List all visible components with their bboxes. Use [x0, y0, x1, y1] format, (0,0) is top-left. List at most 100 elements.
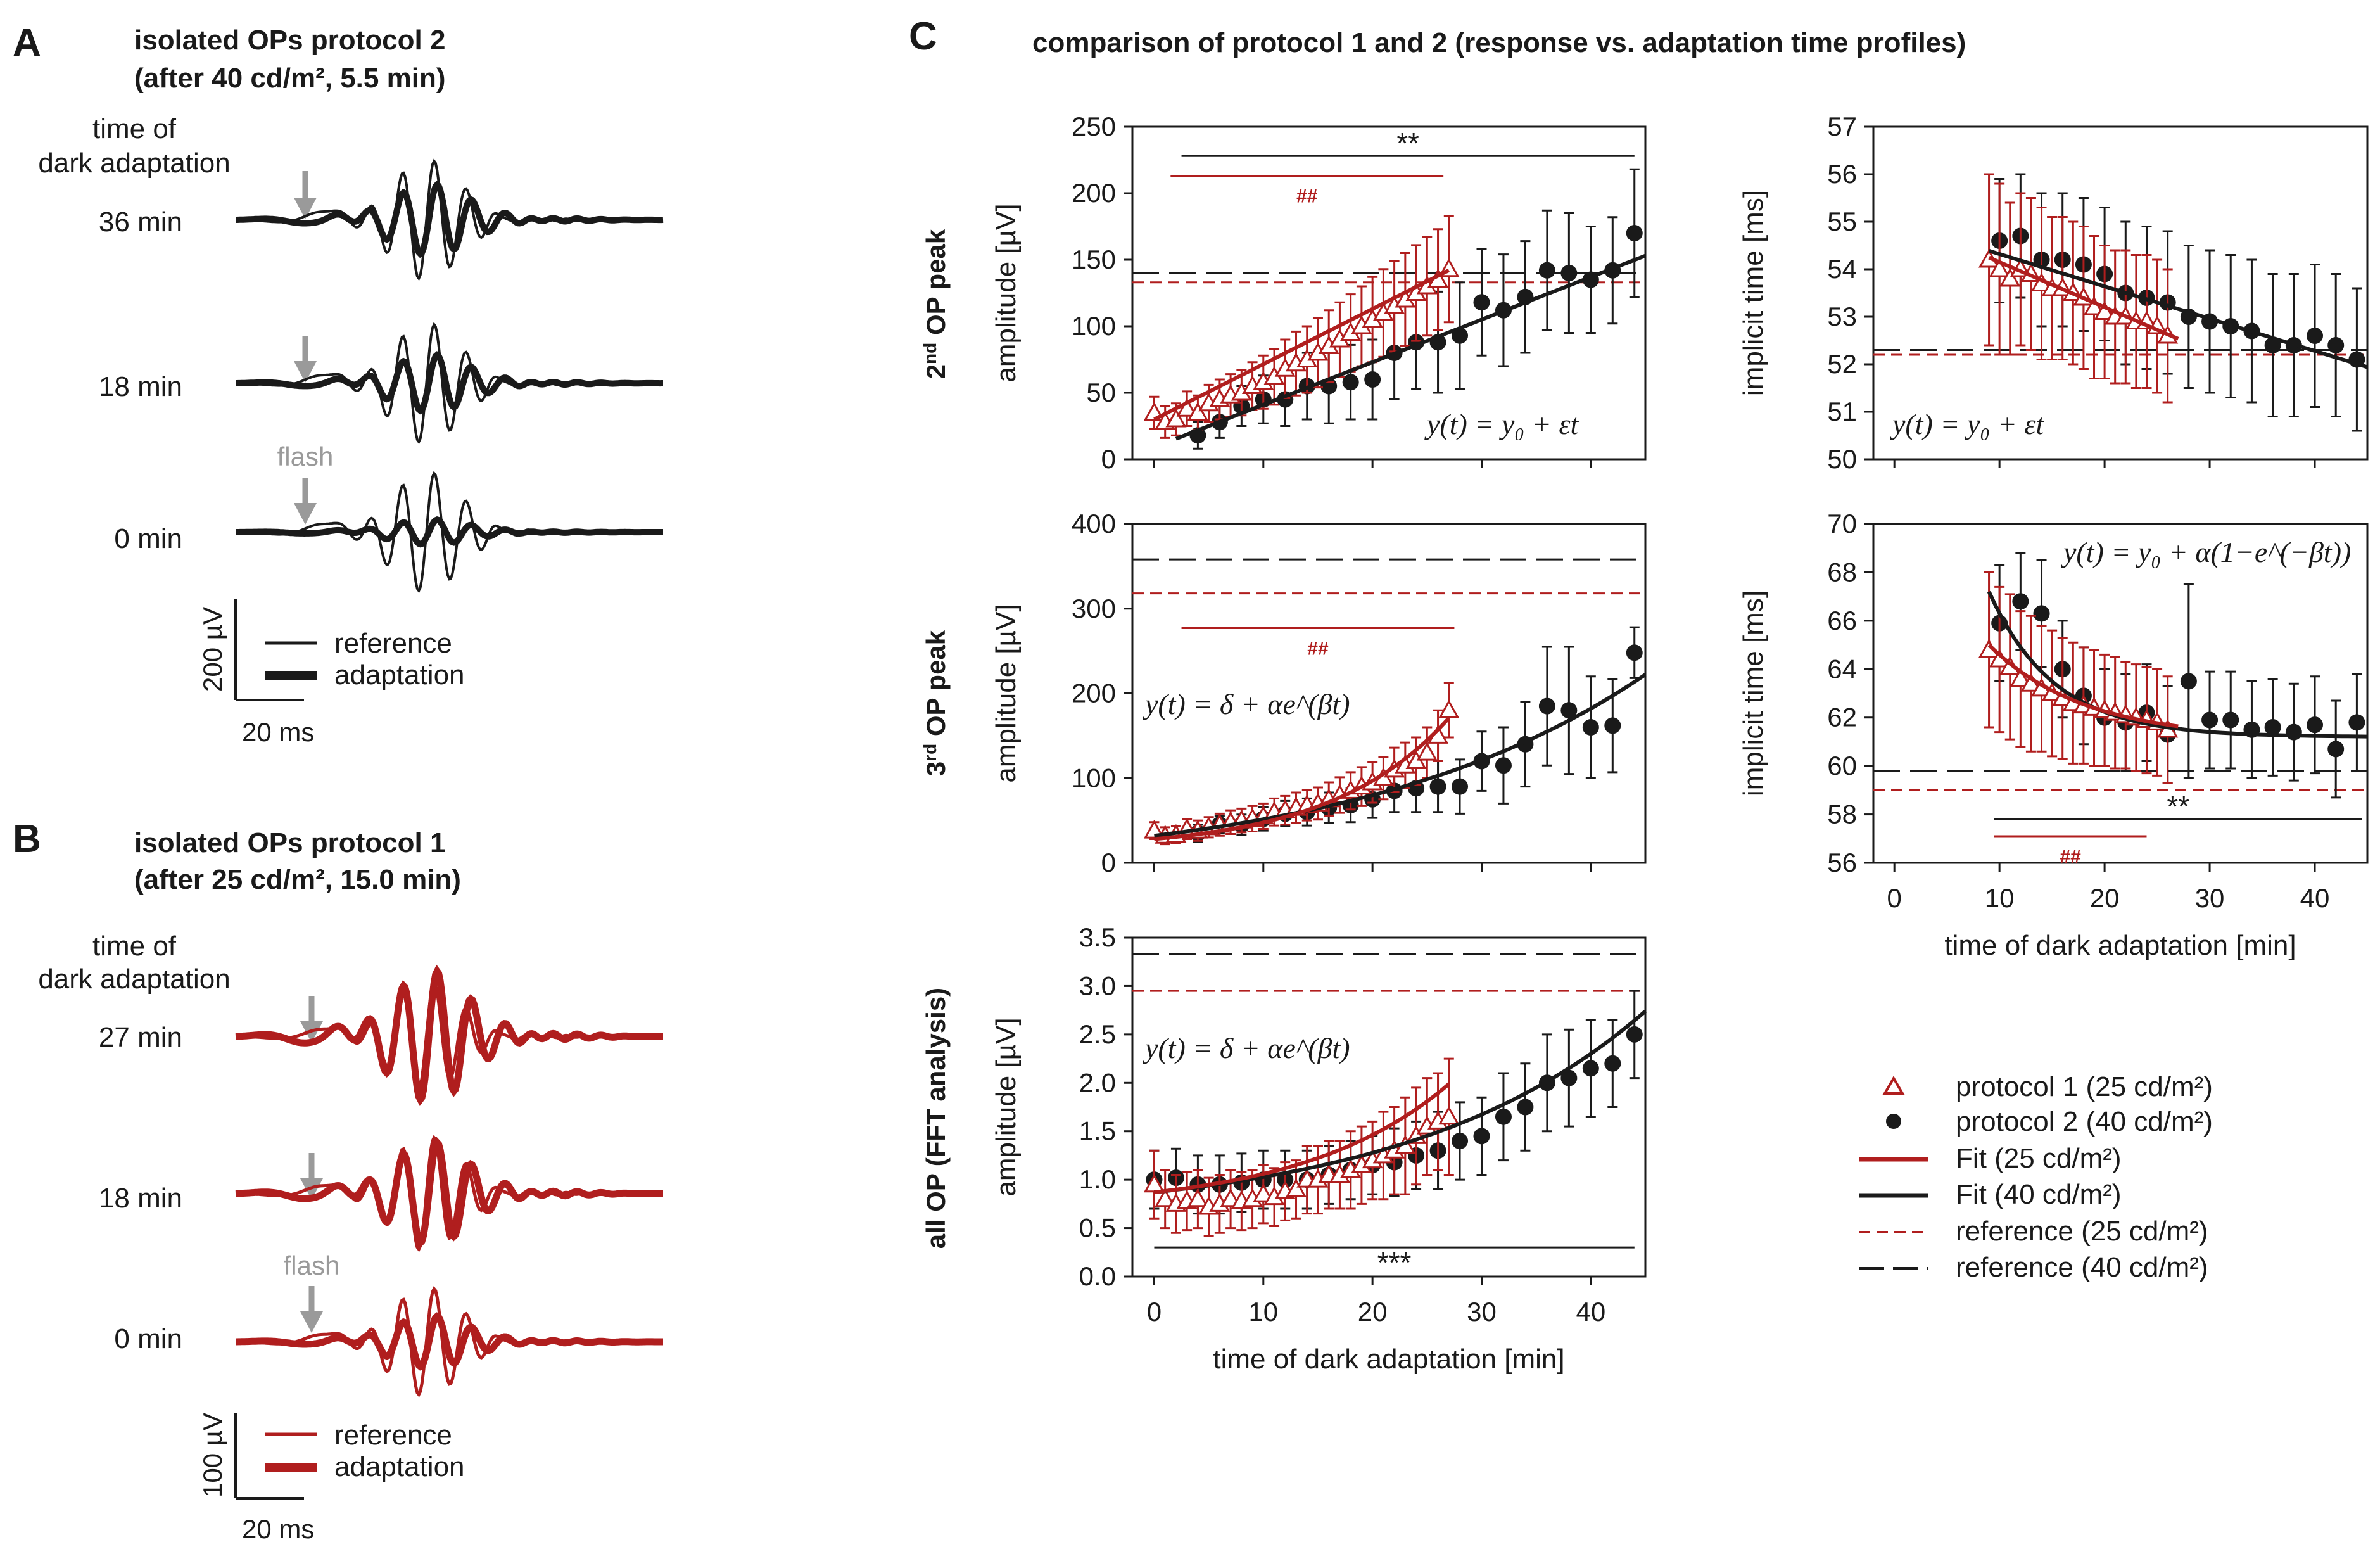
legend-ref-1: reference (25 cd/m²): [1956, 1216, 2208, 1247]
data-point-p2: [1560, 265, 1578, 281]
y-tick-label: 55: [1827, 207, 1857, 236]
data-point-p2: [2012, 593, 2029, 610]
formula-label: y(t) = δ + αe^(βt): [1143, 688, 1350, 720]
arrow-down-icon: [294, 478, 317, 525]
data-point-p2: [1560, 702, 1578, 719]
data-point-p1: [2010, 668, 2031, 687]
panel-b-row-label: 18 min: [99, 1183, 182, 1214]
y-tick-label: 53: [1827, 302, 1857, 331]
data-point-p1: [1176, 398, 1198, 417]
legend-fit-1: Fit (25 cd/m²): [1956, 1143, 2122, 1174]
y-tick-label: 2.5: [1079, 1019, 1116, 1049]
data-point-p2: [1604, 717, 1621, 734]
y-tick-label: 200: [1072, 678, 1116, 708]
panel-a-title: isolated OPs protocol 2: [134, 25, 445, 56]
y-tick-label: 52: [1827, 349, 1857, 379]
x-tick-label: 20: [2090, 883, 2120, 913]
y-tick-label: 70: [1827, 509, 1857, 538]
panel-b-row-label: 0 min: [114, 1323, 182, 1354]
fit-line-25: [1154, 1082, 1450, 1194]
significance-label: **: [2167, 790, 2189, 823]
data-point-p2: [1604, 1055, 1621, 1072]
y-tick-label: 300: [1072, 594, 1116, 623]
trace-adaptation: [235, 964, 663, 1106]
x-tick-label: 30: [2195, 883, 2225, 913]
y-tick-label: 51: [1827, 397, 1857, 426]
data-point-p1: [1438, 699, 1460, 718]
y-tick-label: 54: [1827, 254, 1857, 284]
row-label-3rd-op-peak: 3rd OP peak: [920, 630, 951, 776]
data-point-p2: [2327, 741, 2345, 758]
y-tick-label: 0.0: [1079, 1261, 1116, 1291]
scale-bar-voltage: 100 µV: [198, 1413, 227, 1498]
data-point-p1: [1285, 1178, 1307, 1197]
data-point-p2: [1473, 294, 1490, 311]
data-point-p1: [1187, 402, 1208, 421]
x-tick-label: 0: [1147, 1297, 1162, 1327]
data-point-p2: [1452, 1133, 1469, 1149]
data-point-p1: [1989, 258, 2010, 277]
panel-a-subtitle: (after 40 cd/m², 5.5 min): [134, 63, 445, 94]
x-tick-label: 20: [1358, 1297, 1388, 1327]
significance-label: ***: [1377, 1246, 1412, 1279]
y-axis-label: implicit time [ms]: [1738, 190, 1769, 396]
y-tick-label: 58: [1827, 799, 1857, 829]
data-point-p2: [1452, 778, 1469, 795]
panel-a: A isolated OPs protocol 2 (after 40 cd/m…: [13, 21, 664, 747]
y-axis-label: amplitude [µV]: [991, 604, 1022, 782]
plot-3rd-op-amplitude: 0 100 200 300 400 amplitude [µV] ## y(t) = δ + …: [991, 509, 1647, 877]
scale-bar-time: 20 ms: [242, 1514, 314, 1544]
y-tick-label: 60: [1827, 751, 1857, 780]
panel-b-title: isolated OPs protocol 1: [134, 827, 445, 858]
panel-a-row-label: 36 min: [99, 207, 182, 238]
y-tick-label: 62: [1827, 703, 1857, 732]
data-point-p2: [1517, 1099, 1534, 1116]
scale-bar-voltage: 200 µV: [198, 607, 227, 692]
scale-bar: [234, 1413, 304, 1500]
fit-line-40: [1987, 590, 2368, 739]
y-tick-label: 57: [1827, 111, 1857, 141]
trace-adaptation: [236, 180, 664, 258]
y-axis-label: amplitude [µV]: [991, 203, 1022, 382]
significance-label: **: [1396, 127, 1419, 160]
legend: protocol 1 (25 cd/m²) protocol 2 (40 cd/…: [1859, 1071, 2213, 1283]
data-point-p2: [1538, 262, 1555, 279]
y-tick-label: 56: [1827, 159, 1857, 189]
data-point-p2: [2201, 711, 2219, 729]
legend-protocol-1: protocol 1 (25 cd/m²): [1956, 1071, 2213, 1102]
data-point-p2: [2033, 605, 2050, 622]
y-tick-label: 200: [1072, 178, 1116, 208]
y-tick-label: 50: [1086, 378, 1116, 407]
data-point-p1: [1155, 1188, 1176, 1207]
data-point-p2: [1626, 225, 1643, 241]
plot-2nd-op-implicit-time: 50 51 52 53 54 55 56 57 implicit time [ms] y(t) =…: [1738, 111, 2369, 474]
formula-label: y(t) = y₀ + εt: [1424, 408, 1579, 440]
data-point-p2: [1364, 371, 1381, 388]
fit-line-40: [1154, 673, 1647, 838]
data-point-p2: [2327, 337, 2345, 353]
data-point-p1: [1253, 1183, 1274, 1202]
data-point-p2: [1342, 374, 1359, 391]
data-point-p2: [1582, 719, 1599, 736]
fit-line-25: [1153, 269, 1450, 421]
x-tick-label: 40: [1576, 1297, 1605, 1327]
row-label-2nd-op-peak: 2nd OP peak: [920, 229, 951, 379]
data-point-p2: [2264, 719, 2281, 736]
data-point-p1: [1165, 408, 1187, 428]
data-point-p2: [1495, 757, 1512, 774]
data-point-p2: [2307, 716, 2324, 734]
arrow-down-icon: [300, 1286, 323, 1333]
y-tick-label: 0.5: [1079, 1213, 1116, 1243]
legend-circle-marker: [1886, 1114, 1901, 1129]
x-axis-label: time of dark adaptation [min]: [1944, 930, 2296, 961]
trace-adaptation: [236, 1312, 663, 1371]
data-point-p2: [1582, 1060, 1599, 1077]
panel-c-title: comparison of protocol 1 and 2 (response…: [1032, 27, 1966, 58]
data-point-p1: [1187, 1188, 1208, 1207]
fit-line-40: [1175, 253, 1647, 441]
trace-adaptation: [236, 516, 663, 548]
significance-label: ##: [2060, 846, 2081, 867]
data-point-p2: [2307, 328, 2324, 344]
